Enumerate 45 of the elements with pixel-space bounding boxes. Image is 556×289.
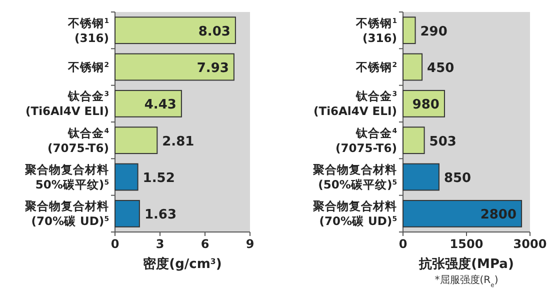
bar bbox=[114, 53, 234, 81]
x-tick-label: 3000 bbox=[513, 237, 547, 251]
data-label: 503 bbox=[429, 134, 456, 150]
x-tick-label: 1500 bbox=[450, 237, 484, 251]
x-tick-label: 9 bbox=[246, 237, 254, 251]
y-tick-label: 钛合金$^{3}$ (Ti6Al4V ELI) bbox=[25, 89, 110, 118]
data-label: 1.52 bbox=[142, 171, 175, 186]
data-label: 2.81 bbox=[162, 134, 194, 150]
bar bbox=[402, 53, 423, 81]
data-label: 7.93 bbox=[196, 61, 229, 76]
y-tick-label: 钛合金$^{3}$ (Ti6Al4V ELI) bbox=[313, 89, 398, 118]
bar bbox=[402, 126, 425, 154]
data-label: 850 bbox=[444, 171, 472, 186]
bar bbox=[114, 16, 236, 44]
y-tick-label: 聚合物复合材料 (70%碳 UD)$^{5}$ bbox=[312, 199, 398, 228]
y-tick-label: 不锈钢$^{1}$ (316) bbox=[355, 16, 398, 45]
y-tick-label: 聚合物复合材料 (70%碳 UD)$^{5}$ bbox=[24, 199, 110, 228]
bar bbox=[402, 200, 522, 228]
y-tick-label: 聚合物复合材料 (50%碳平纹)$^{5}$ bbox=[312, 162, 398, 192]
y-tick-label: 不锈钢$^{2}$ bbox=[67, 60, 110, 74]
data-label: 450 bbox=[427, 61, 454, 76]
data-label: 2800 bbox=[480, 208, 517, 223]
bar bbox=[402, 163, 440, 191]
text: *屈服强度(R$_{e}$) bbox=[434, 274, 498, 288]
data-label: 980 bbox=[412, 98, 440, 113]
y-tick-label: 不锈钢$^{2}$ bbox=[355, 60, 398, 74]
data-label: 4.43 bbox=[144, 98, 176, 113]
data-label: 1.63 bbox=[144, 208, 177, 223]
bar bbox=[402, 16, 416, 44]
x-tick-label: 6 bbox=[200, 237, 210, 251]
y-tick-label: 钛合金$^{4}$ (7075-T6) bbox=[48, 126, 110, 155]
bar bbox=[114, 126, 158, 154]
y-tick-label: 聚合物复合材料 50%碳平纹)$^{5}$ bbox=[24, 162, 110, 192]
x-axis-title: 抗张强度(MPa) bbox=[418, 256, 514, 272]
x-tick-label: 3 bbox=[156, 237, 164, 251]
bar bbox=[114, 163, 138, 191]
y-tick-label: 钛合金$^{4}$ (7075-T6) bbox=[336, 126, 398, 155]
x-tick-label: 0 bbox=[110, 237, 120, 251]
bar bbox=[114, 90, 182, 118]
bar bbox=[114, 200, 140, 228]
y-tick-label: 不锈钢$^{1}$ (316) bbox=[67, 16, 110, 45]
x-axis-title: 密度(g/cm$^{3}$) bbox=[143, 256, 222, 272]
data-label: 290 bbox=[420, 24, 448, 40]
x-tick-label: 0 bbox=[398, 237, 408, 251]
data-label: 8.03 bbox=[198, 24, 230, 40]
